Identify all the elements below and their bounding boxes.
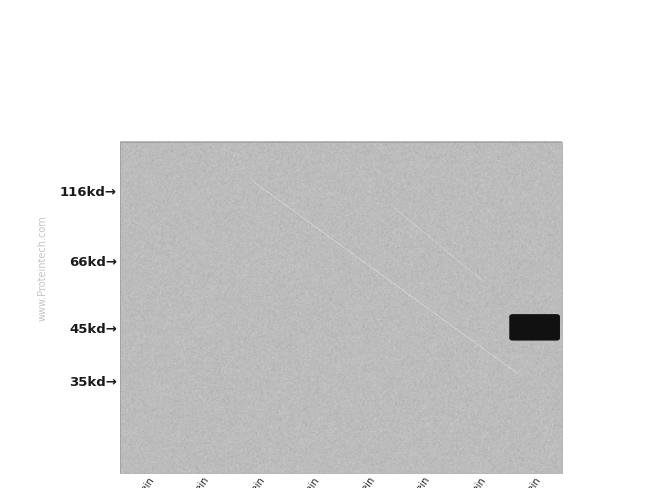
Bar [120,142,562,473]
Text: 45kd→: 45kd→ [69,323,117,336]
Text: HBZ recombinant protein: HBZ recombinant protein [463,476,543,488]
Text: HBB recombinant protein: HBB recombinant protein [187,476,266,488]
Text: HBE1 recombinant protein: HBE1 recombinant protein [294,476,377,488]
Text: HBG1 recombinant protein: HBG1 recombinant protein [349,476,432,488]
Text: 35kd→: 35kd→ [69,376,117,388]
FancyBboxPatch shape [510,314,560,341]
Text: HBQ1 recombinant protein: HBQ1 recombinant protein [404,476,488,488]
Text: HBM recombinant protein: HBM recombinant protein [131,476,211,488]
Text: www.Proteintech.com: www.Proteintech.com [37,216,47,321]
Text: 66kd→: 66kd→ [69,256,117,269]
Text: HBA1 recombinant protein: HBA1 recombinant protein [73,476,156,488]
Text: 116kd→: 116kd→ [60,186,117,200]
Text: HBD recombinant protein: HBD recombinant protein [242,476,322,488]
